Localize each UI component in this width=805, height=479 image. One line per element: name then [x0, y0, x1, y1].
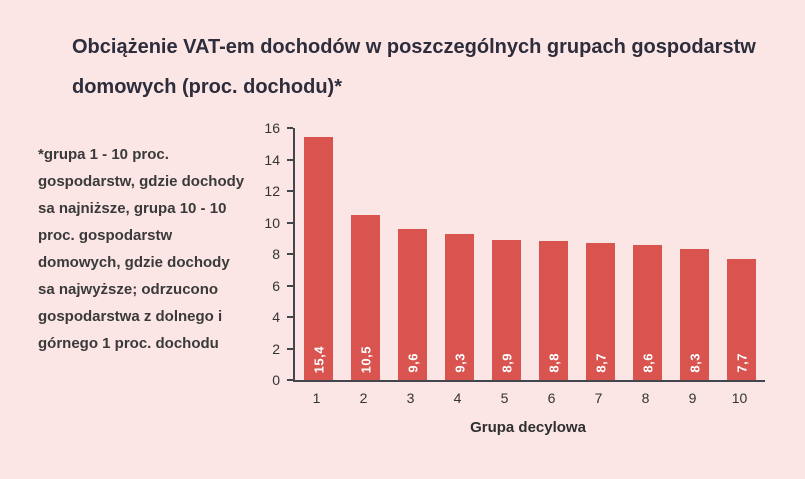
bar-value-label: 8,7: [593, 353, 608, 373]
y-tick-mark: [287, 347, 293, 350]
bar-column: 8,9: [483, 128, 530, 380]
x-tick-label: 2: [359, 390, 368, 406]
x-tick-label: 7: [594, 390, 603, 406]
bar-value-label: 9,3: [452, 353, 467, 373]
bar-value-label: 8,9: [499, 353, 514, 373]
y-tick-label: 12: [264, 183, 280, 199]
bar-value-label: 8,8: [546, 353, 561, 373]
bar-column: 8,6: [624, 128, 671, 380]
y-tick-mark: [287, 253, 293, 255]
bar-column: 9,6: [389, 128, 436, 380]
bar-column: 8,7: [577, 128, 624, 380]
x-tick-label: 5: [500, 390, 509, 406]
x-tick-label: 10: [731, 390, 748, 406]
bar: 9,6: [398, 228, 427, 380]
bar: 9,3: [445, 233, 474, 380]
plot-area: 15,4 10,5 9,6 9,3 8,9 8,8 8,7 8,6 8,3 7,7: [293, 128, 765, 382]
bar-value-label: 10,5: [358, 345, 373, 373]
x-tick-label: 4: [453, 390, 462, 406]
bar: 10,5: [351, 214, 380, 380]
bar-value-label: 7,7: [734, 353, 749, 373]
bar: 8,7: [586, 242, 615, 380]
y-tick-label: 16: [264, 120, 280, 136]
y-tick-mark: [287, 190, 293, 192]
bar: 8,9: [492, 239, 521, 380]
x-tick-label: 9: [688, 390, 697, 406]
x-axis-label: Grupa decylowa: [470, 419, 586, 436]
y-tick-mark: [287, 284, 293, 287]
bars-row: 15,4 10,5 9,6 9,3 8,9 8,8 8,7 8,6 8,3 7,7: [295, 128, 765, 380]
y-axis-labels: 0 2 4 6 8 10 12 14 16: [246, 120, 293, 388]
y-tick-mark: [287, 158, 293, 161]
y-tick-mark: [287, 127, 293, 129]
bar-column: 9,3: [436, 128, 483, 380]
y-tick-mark: [287, 379, 293, 381]
bar-column: 8,3: [671, 128, 718, 380]
bar: 15,4: [304, 137, 333, 380]
bar-column: 7,7: [718, 128, 765, 380]
bar-column: 10,5: [342, 128, 389, 380]
chart-title: Obciążenie VAT-em dochodów w poszczególn…: [72, 36, 756, 98]
y-tick-label: 6: [272, 277, 280, 294]
bar-value-label: 8,6: [640, 353, 655, 373]
y-tick-label: 8: [272, 246, 280, 262]
y-tick-label: 0: [272, 372, 280, 388]
bar: 8,3: [680, 249, 709, 380]
x-tick-label: 8: [641, 390, 650, 406]
x-tick-label: 3: [406, 390, 415, 406]
bar-value-label: 9,6: [405, 353, 420, 373]
bar-value-label: 8,3: [687, 353, 702, 373]
x-tick-row: 1 2 3 4 5 6 7 8 9 10: [293, 390, 763, 406]
x-tick-label: 6: [547, 390, 556, 406]
bar-column: 8,8: [530, 128, 577, 380]
footnote: *grupa 1 - 10 proc. gospodarstw, gdzie d…: [38, 146, 245, 352]
bar: 7,7: [727, 258, 756, 380]
x-tick-label: 1: [312, 390, 321, 406]
bar: 8,8: [539, 241, 568, 380]
y-tick-label: 14: [264, 151, 280, 168]
bar-column: 15,4: [295, 128, 342, 380]
y-tick-label: 10: [264, 214, 280, 231]
y-tick-mark: [287, 316, 293, 318]
y-tick-label: 4: [272, 309, 280, 325]
y-tick-mark: [287, 221, 293, 224]
y-tick-label: 2: [272, 340, 280, 357]
bar-chart: 0 2 4 6 8 10 12 14 16 15,4 10,5 9,6 9,3 8,9 8,8 8,7 8,6…: [246, 120, 766, 458]
bar-value-label: 15,4: [311, 345, 326, 373]
bar: 8,6: [633, 244, 662, 380]
